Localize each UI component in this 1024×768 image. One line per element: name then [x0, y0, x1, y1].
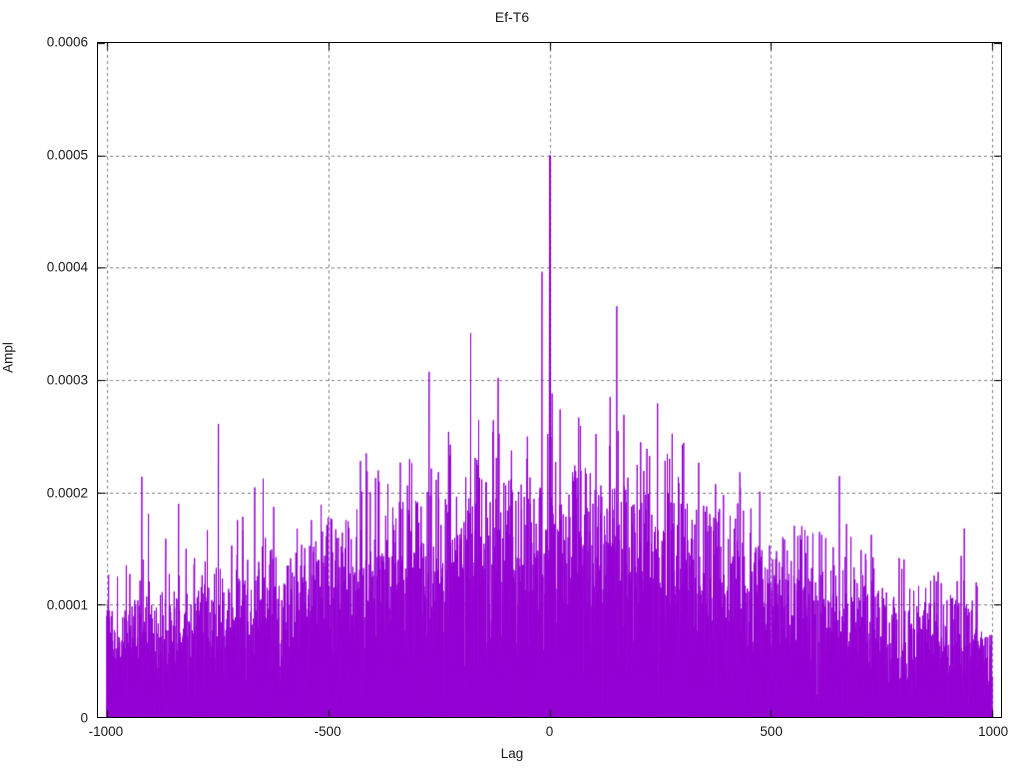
- y-tick-label: 0.0002: [46, 485, 88, 501]
- y-tick-label: 0: [80, 710, 88, 726]
- y-tick-label: 0.0001: [46, 597, 88, 613]
- y-tick-label: 0.0004: [46, 259, 88, 275]
- x-axis-title: Lag: [500, 746, 524, 761]
- y-tick-label: 0.0003: [46, 372, 88, 388]
- axis-tick-layer: [98, 43, 1001, 717]
- y-tick-label: 0.0006: [46, 34, 88, 50]
- x-tick-label: 0: [545, 724, 554, 739]
- x-tick-label: -500: [314, 724, 342, 739]
- x-tick-label: 500: [760, 724, 783, 739]
- x-tick-label: 1000: [978, 724, 1009, 739]
- x-tick-label: -1000: [88, 724, 124, 739]
- y-axis-title: Ampl: [0, 342, 16, 373]
- plot-area: [97, 42, 1002, 718]
- chart-title: Ef-T6: [494, 9, 530, 25]
- y-tick-label: 0.0005: [46, 147, 88, 163]
- y-axis-tick-labels: 0 0.0001 0.0002 0.0003 0.0004 0.0005 0.0006: [0, 35, 88, 726]
